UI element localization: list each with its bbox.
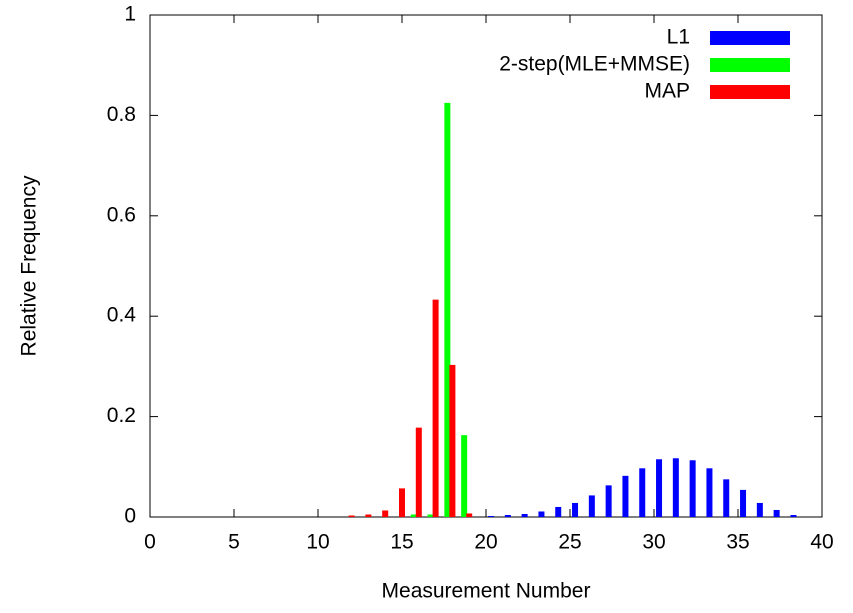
bar — [555, 506, 562, 517]
bar — [639, 468, 646, 517]
legend-label: L1 — [667, 26, 690, 49]
bar — [410, 514, 417, 517]
x-tick-label: 35 — [726, 531, 749, 554]
legend-swatch — [710, 58, 790, 72]
x-tick-label: 25 — [558, 531, 581, 554]
x-tick-label: 0 — [144, 531, 156, 554]
bar — [740, 489, 747, 517]
x-tick-label: 20 — [474, 531, 497, 554]
x-tick-label: 10 — [306, 531, 329, 554]
bar — [656, 459, 663, 517]
legend-swatch — [710, 31, 790, 45]
x-tick-label: 15 — [390, 531, 413, 554]
bar — [756, 502, 763, 517]
legend-label: MAP — [644, 80, 690, 103]
legend-label: 2-step(MLE+MMSE) — [499, 53, 690, 76]
bar — [538, 511, 545, 517]
x-axis-label: Measurement Number — [382, 580, 591, 603]
y-tick-label: 0.6 — [107, 203, 136, 226]
y-tick-label: 0.2 — [107, 404, 136, 427]
bar — [449, 364, 456, 517]
y-tick-label: 1 — [124, 3, 136, 26]
bar — [432, 299, 439, 517]
bar — [689, 460, 696, 517]
x-tick-label: 40 — [810, 531, 833, 554]
bar — [488, 515, 495, 517]
bar — [427, 514, 434, 517]
bar — [588, 495, 595, 517]
bar — [444, 102, 451, 517]
y-tick-label: 0.4 — [107, 304, 137, 327]
y-tick-label: 0.8 — [107, 103, 136, 126]
bar — [348, 515, 355, 517]
bar — [622, 475, 629, 517]
bar — [466, 513, 473, 517]
bar — [382, 510, 389, 517]
y-tick-label: 0 — [124, 505, 136, 528]
bar — [790, 514, 797, 517]
bar — [706, 468, 713, 517]
bar — [461, 435, 468, 517]
x-tick-label: 5 — [228, 531, 240, 554]
bar — [605, 485, 612, 517]
bar — [365, 514, 372, 517]
bar — [723, 479, 730, 517]
bar — [773, 509, 780, 517]
bar — [672, 458, 679, 517]
legend-swatch — [710, 85, 790, 99]
bar — [415, 427, 422, 517]
bar — [399, 488, 405, 517]
y-axis-label: Relative Frequency — [18, 175, 41, 356]
bar — [521, 513, 528, 517]
bar — [504, 514, 511, 517]
bar — [572, 502, 579, 517]
x-tick-label: 30 — [642, 531, 665, 554]
